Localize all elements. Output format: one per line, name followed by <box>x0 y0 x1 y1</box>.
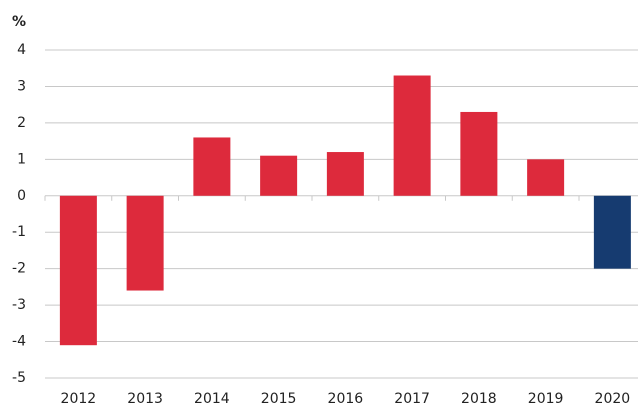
x-tick-label: 2018 <box>461 391 497 407</box>
y-tick-label: 4 <box>17 42 26 58</box>
x-tick-label: 2015 <box>261 391 297 407</box>
y-tick-label: -1 <box>12 224 26 240</box>
y-tick-label: -3 <box>12 297 26 313</box>
y-tick-label: -2 <box>12 261 26 277</box>
y-tick-label: 0 <box>17 188 26 204</box>
x-tick-label: 2014 <box>194 391 230 407</box>
bar <box>393 75 431 196</box>
y-tick-label: -4 <box>12 334 26 350</box>
y-tick-label: 1 <box>17 151 26 167</box>
y-tick-label: -5 <box>12 370 26 386</box>
bar <box>59 195 97 346</box>
bar <box>126 195 164 291</box>
x-tick-label: 2017 <box>394 391 430 407</box>
bar <box>460 111 498 196</box>
bar <box>326 152 364 196</box>
x-tick-label: 2012 <box>61 391 97 407</box>
x-tick-label: 2013 <box>127 391 163 407</box>
y-tick-label: 2 <box>17 115 26 131</box>
bar <box>260 155 298 196</box>
x-tick-label: 2019 <box>528 391 564 407</box>
x-tick-label: 2016 <box>328 391 364 407</box>
x-tick-label: 2020 <box>595 391 631 407</box>
y-tick-label: 3 <box>17 78 26 94</box>
bar <box>593 195 631 269</box>
unit-label: % <box>12 14 26 30</box>
bar <box>527 159 565 196</box>
bar <box>193 137 231 196</box>
